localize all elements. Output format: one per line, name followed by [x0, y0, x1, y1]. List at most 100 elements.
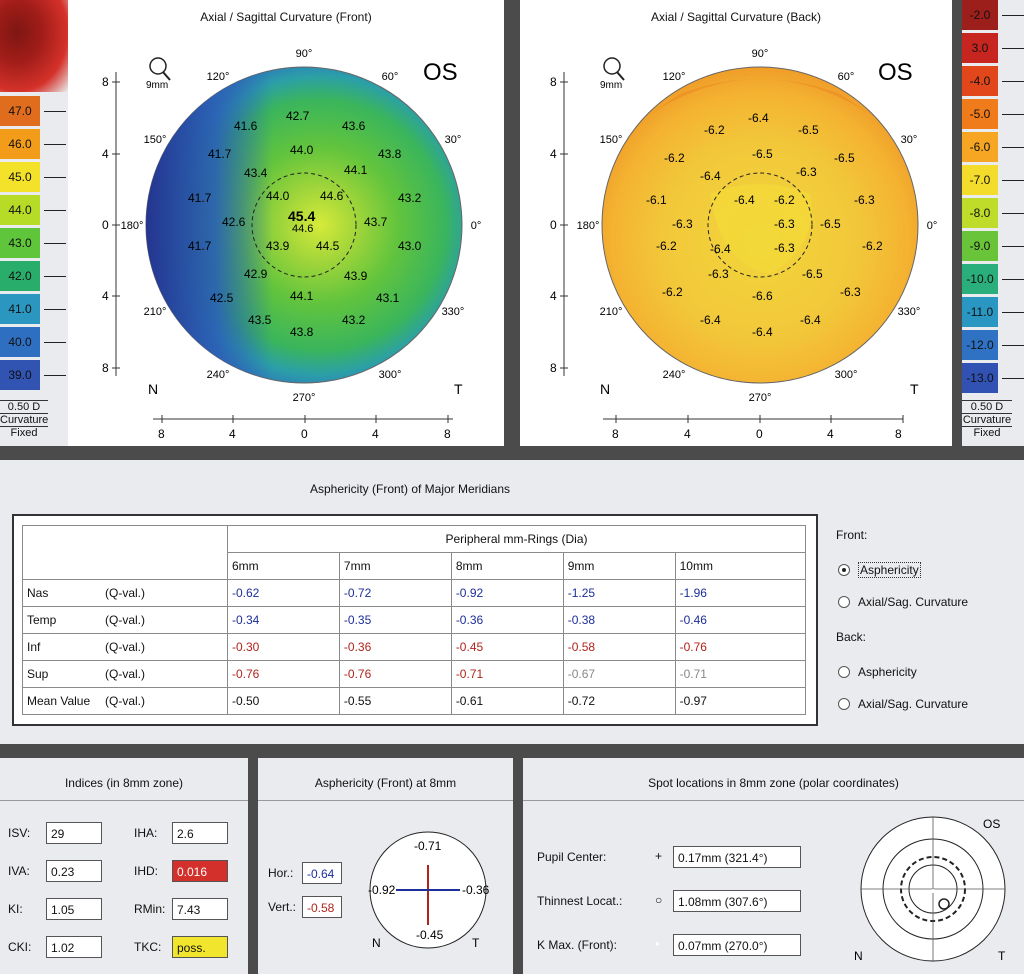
map-value-label: -6.5: [820, 217, 841, 231]
front-ytick-1: 8: [102, 75, 109, 89]
scale-tick: [44, 210, 66, 211]
map-value-label: 43.9: [266, 239, 290, 253]
angle-label: 120°: [207, 71, 230, 83]
map-value-label: -6.4: [700, 313, 721, 327]
index-label: IVA:: [8, 864, 30, 878]
front-xtick-3: 0: [301, 427, 308, 441]
front-nasal-label: N: [148, 381, 158, 397]
radio-back-axial-sag[interactable]: Axial/Sag. Curvature: [838, 697, 968, 711]
map-value-label: 44.1: [290, 289, 314, 303]
radio-front-asphericity[interactable]: Asphericity: [838, 562, 921, 578]
map-value-label: -6.3: [796, 165, 817, 179]
back-map[interactable]: 8 4 0 4 8 8 4 0 4 8 -6.4 -6.2 -6.5 -6.5 -6.2…: [520, 24, 952, 446]
back-curvature-panel: Axial / Sagittal Curvature (Back) 8 4 0 …: [520, 0, 952, 446]
scale-cell: 43.0: [0, 228, 40, 258]
front-map[interactable]: 8 4 0 4 8 8 4 0 4 8 42.7 41.6 43.6 41.7 44.0…: [68, 24, 504, 446]
map-value-label: 43.1: [376, 291, 400, 305]
angle-label: 210°: [144, 306, 167, 318]
index-label: ISV:: [8, 826, 31, 840]
asph8-cross-diagram: -0.71 -0.45 -0.92 -0.36 N T: [368, 831, 490, 950]
radio-indicator[interactable]: [838, 564, 850, 576]
angle-label: 210°: [600, 306, 623, 318]
map-value-label: -6.4: [734, 193, 755, 207]
asph8-right: -0.36: [462, 883, 490, 897]
back-xtick-2: 4: [684, 427, 691, 441]
back-ytick-2: 4: [550, 147, 557, 161]
map-value-label: -6.4: [748, 111, 769, 125]
map-value-label: 44.6: [320, 189, 344, 203]
map-value-label: -6.5: [798, 123, 819, 137]
map-value-label: 44.5: [316, 239, 340, 253]
index-label: RMin:: [134, 902, 166, 916]
table-column-header: 7mm: [338, 552, 452, 580]
front-value-labels: 42.7 41.6 43.6 41.7 44.0 43.8 43.4 44.1 41.7 44.0…: [188, 109, 422, 339]
front-zoom-label: 9mm: [146, 80, 168, 91]
angle-label: 60°: [838, 71, 855, 83]
scale-cell: -5.0: [962, 99, 998, 129]
scale-tick: [44, 342, 66, 343]
back-angle-labels: 90° 60° 30° 0° 330° 300° 270° 240° 210° 180° 150° 1…: [577, 48, 938, 404]
back-nasal-label: N: [600, 381, 610, 397]
table-cell: -0.72: [562, 687, 676, 715]
scale-cell: -9.0: [962, 231, 998, 261]
table-column-header: 8mm: [450, 552, 564, 580]
back-x-ticks: 8 4 0 4 8: [612, 415, 904, 441]
radio-indicator[interactable]: [838, 666, 850, 678]
angle-label: 30°: [445, 134, 462, 146]
scale-tick: [1002, 147, 1024, 148]
angle-label: 60°: [382, 71, 399, 83]
table-cell: -0.76: [227, 660, 340, 688]
back-temporal-label: T: [910, 381, 919, 397]
index-value: 1.05: [46, 898, 102, 920]
map-value-label: 43.9: [344, 269, 368, 283]
thinnest-location-marker: [938, 898, 950, 910]
angle-label: 270°: [749, 392, 772, 404]
spot-value: 1.08mm (307.6°): [673, 890, 801, 912]
map-value-label: -6.1: [646, 193, 667, 207]
back-eye-label: OS: [878, 59, 913, 86]
radio-indicator[interactable]: [838, 596, 850, 608]
scale-cell: -8.0: [962, 198, 998, 228]
angle-label: 300°: [379, 369, 402, 381]
table-cell: -1.96: [674, 579, 807, 607]
map-value-label: 43.0: [398, 239, 422, 253]
table-row-label: Sup (Q-val.): [22, 660, 228, 688]
table-cell: -0.58: [562, 633, 676, 661]
scale-tick: [1002, 345, 1024, 346]
scale-cell: -11.0: [962, 297, 998, 327]
spot-symbol-icon: ○: [655, 893, 663, 907]
scale-cell: 3.0: [962, 33, 998, 63]
angle-label: 270°: [293, 392, 316, 404]
table-cell: -0.46: [674, 606, 807, 634]
zoom-icon[interactable]: [149, 57, 171, 81]
radio-indicator[interactable]: [838, 698, 850, 710]
asph8-panel: Asphericity (Front) at 8mm Hor.: -0.64 V…: [258, 758, 513, 974]
scale-tick: [44, 276, 66, 277]
radio-back-asphericity[interactable]: Asphericity: [838, 665, 917, 679]
front-angle-labels: 90° 60° 30° 0° 330° 300° 270° 240° 210° 180° 150° 1…: [121, 48, 482, 404]
back-xtick-1: 8: [612, 427, 619, 441]
front-8mm-ring: [251, 172, 357, 278]
spot-symbol-icon: •: [655, 937, 660, 951]
front-options-label: Front:: [836, 528, 868, 542]
map-value-label: -6.4: [800, 313, 821, 327]
map-value-label: 41.7: [188, 239, 212, 253]
map-value-label: 43.4: [244, 166, 268, 180]
table-row-label: Inf (Q-val.): [22, 633, 228, 661]
kmax-marker: [931, 889, 935, 893]
color-scale-left: 47.0 46.0 45.0 44.0 43.0 42.0 41.0 40.0 39.0 0.5…: [0, 0, 68, 446]
asph8-n: N: [372, 936, 381, 950]
zoom-icon-back[interactable]: [603, 57, 625, 81]
scale-tick: [44, 111, 66, 112]
map-value-label: 41.7: [188, 191, 212, 205]
front-xtick-1: 8: [158, 427, 165, 441]
index-value: 1.02: [46, 936, 102, 958]
table-column-header: 6mm: [227, 552, 340, 580]
back-ytick-4: 4: [550, 289, 557, 303]
angle-label: 180°: [577, 220, 600, 232]
radio-front-axial-sag[interactable]: Axial/Sag. Curvature: [838, 595, 968, 609]
scale-tick: [1002, 48, 1024, 49]
table-cell: -0.50: [227, 687, 340, 715]
front-x-ticks: 8 4 0 4 8: [158, 415, 451, 441]
map-value-label: -6.3: [840, 285, 861, 299]
